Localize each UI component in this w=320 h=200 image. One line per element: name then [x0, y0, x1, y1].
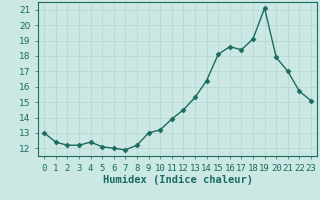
X-axis label: Humidex (Indice chaleur): Humidex (Indice chaleur)	[103, 175, 252, 185]
